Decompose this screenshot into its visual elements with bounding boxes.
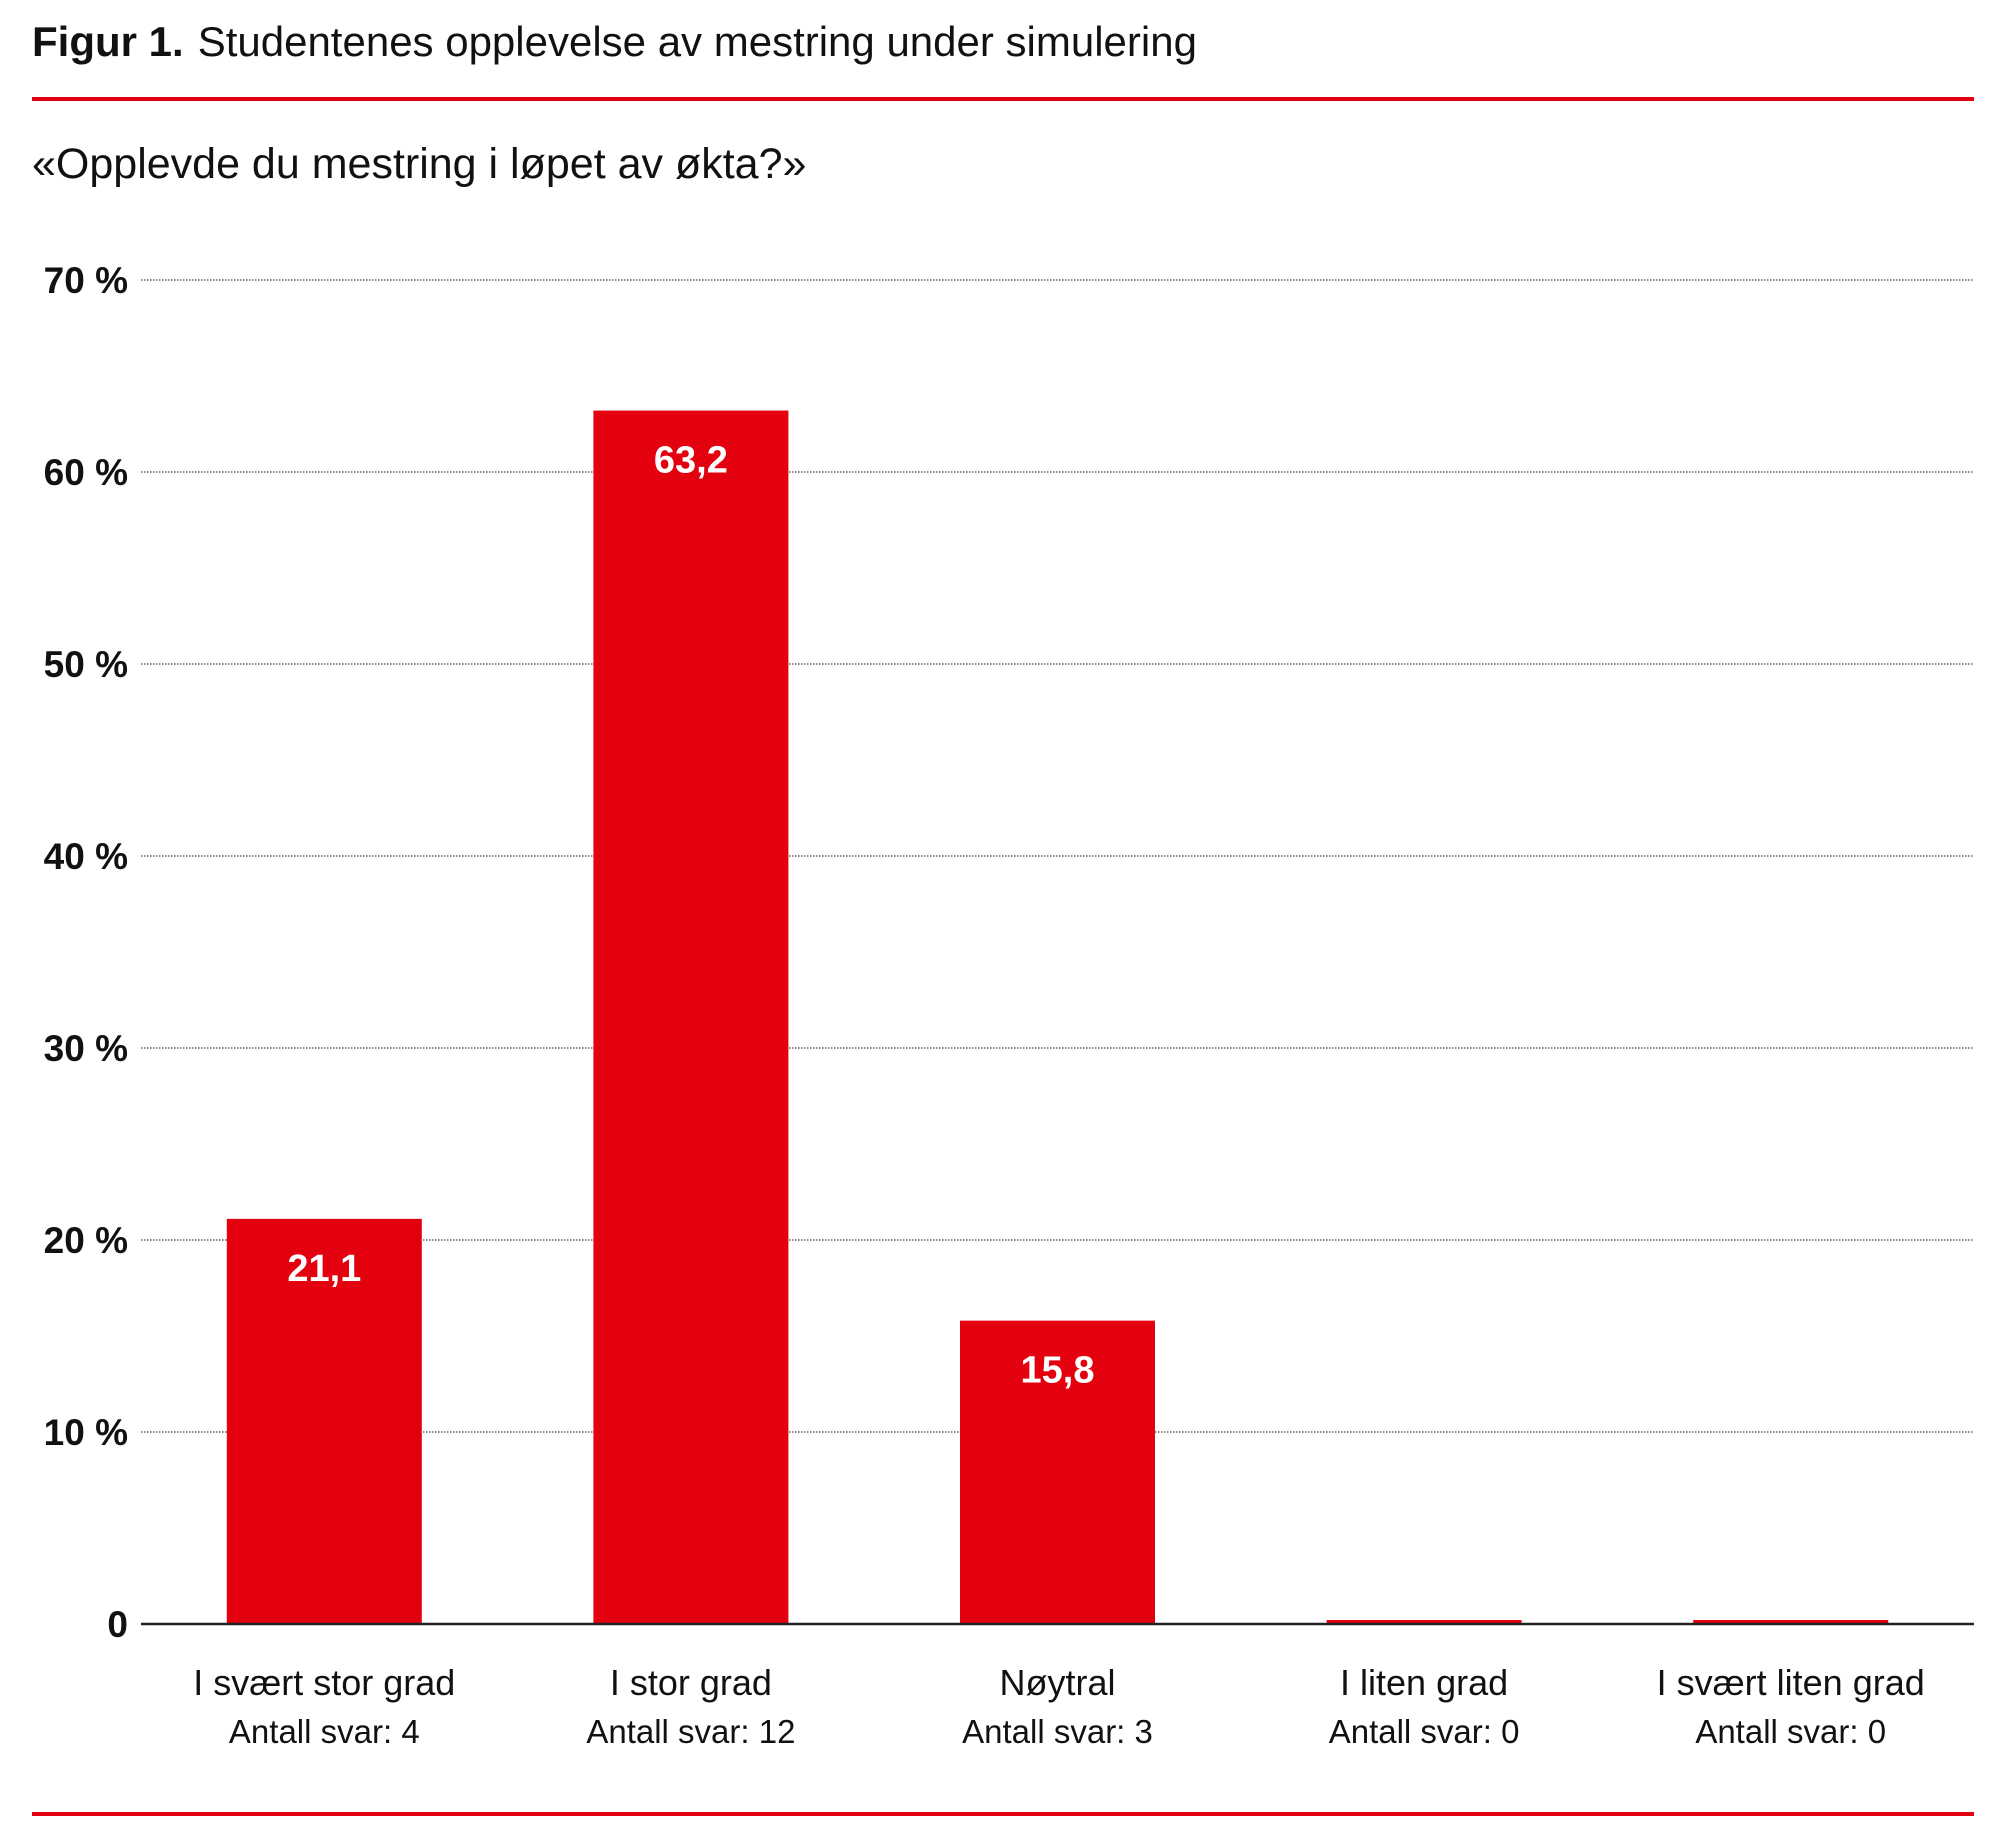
data-label: 15,8 xyxy=(1021,1350,1095,1392)
response-count: Antall svar: 12 xyxy=(586,1713,795,1750)
bar xyxy=(1326,1620,1522,1624)
response-count: Antall svar: 0 xyxy=(1329,1713,1520,1750)
response-count: Antall svar: 0 xyxy=(1695,1713,1886,1750)
data-label: 63,2 xyxy=(654,440,728,482)
x-tick-label: Nøytral xyxy=(1000,1662,1116,1703)
x-tick-label: I stor grad xyxy=(610,1662,772,1703)
y-tick-label: 10 % xyxy=(44,1412,128,1453)
bottom-rule xyxy=(32,1812,1974,1816)
y-tick-label: 30 % xyxy=(44,1028,128,1069)
x-tick-label: I svært liten grad xyxy=(1657,1662,1925,1703)
y-tick-label: 40 % xyxy=(44,836,128,877)
y-tick-label: 60 % xyxy=(44,452,128,493)
x-tick-label: I liten grad xyxy=(1340,1662,1508,1703)
response-count: Antall svar: 3 xyxy=(962,1713,1153,1750)
bar xyxy=(1693,1620,1889,1624)
y-tick-label: 0 xyxy=(107,1604,128,1645)
bar xyxy=(593,410,789,1624)
data-label: 21,1 xyxy=(287,1248,361,1290)
y-tick-label: 50 % xyxy=(44,644,128,685)
y-tick-label: 70 % xyxy=(44,260,128,301)
bar xyxy=(960,1320,1155,1624)
response-count: Antall svar: 4 xyxy=(229,1713,420,1750)
figure-label: Figur 1. xyxy=(32,18,184,65)
y-tick-label: 20 % xyxy=(44,1220,128,1261)
x-tick-label: I svært stor grad xyxy=(193,1662,455,1703)
top-rule xyxy=(32,97,1974,101)
bar xyxy=(226,1218,422,1624)
chart-title: Figur 1. Studentenes opplevelse av mestri… xyxy=(32,18,1197,66)
title-text: Studentenes opplevelse av mestring under… xyxy=(197,18,1197,65)
chart-subtitle: «Opplevde du mestring i løpet av økta?» xyxy=(32,140,807,188)
